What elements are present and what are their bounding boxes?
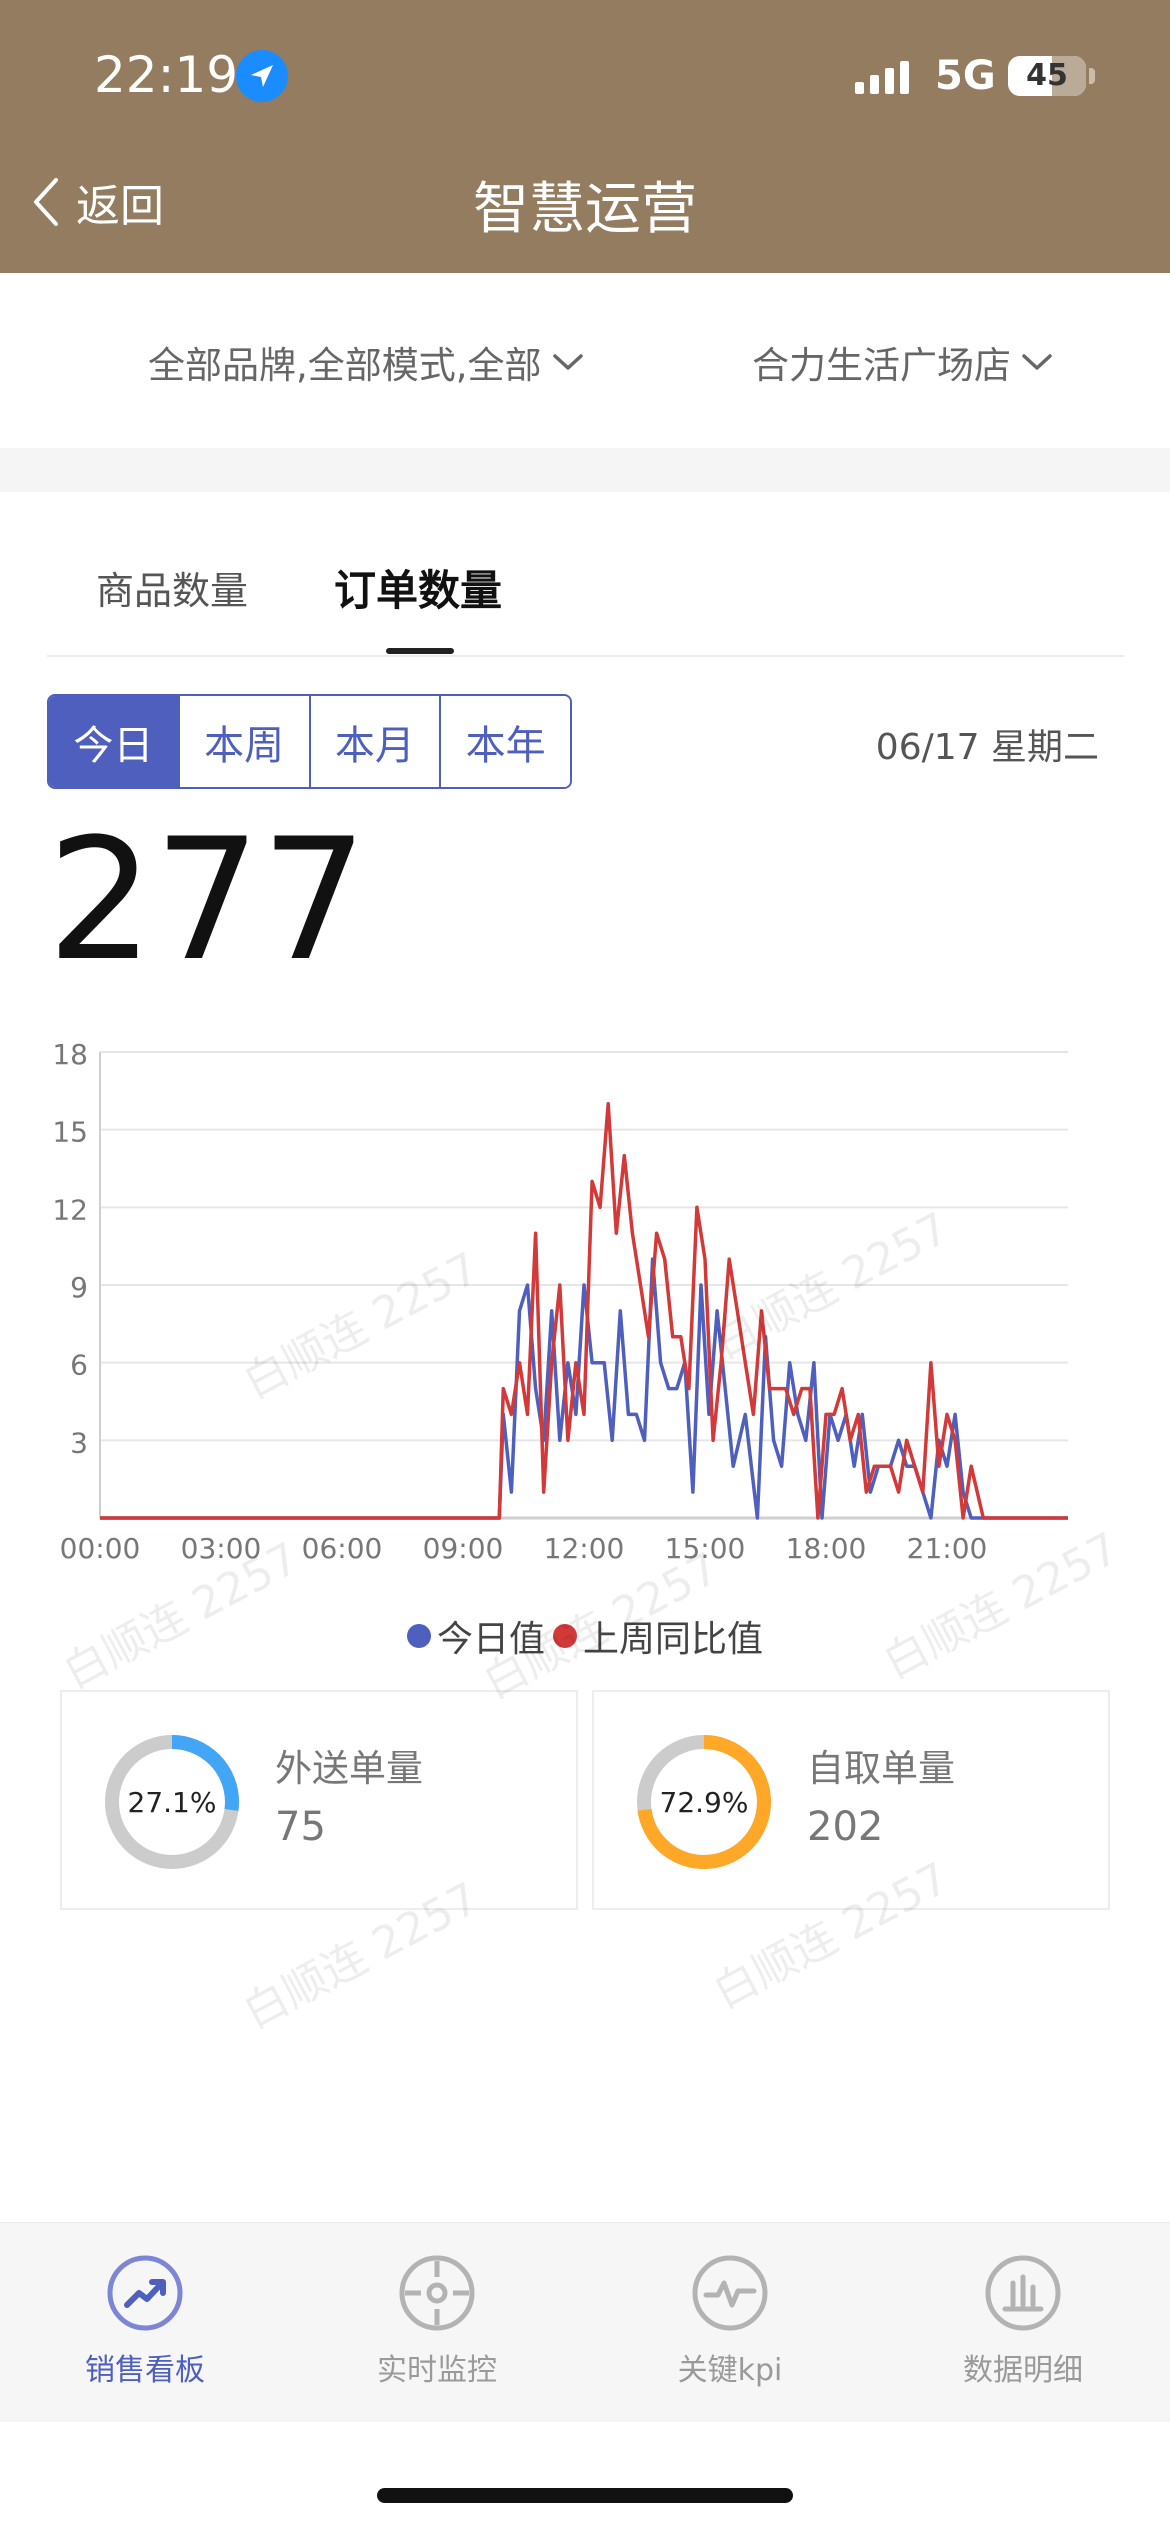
home-indicator[interactable] [377, 2488, 793, 2503]
pickup-donut-arc [637, 1735, 771, 1869]
tab-data-detail-label: 数据明细 [963, 2353, 1083, 2388]
y-tick-label: 9 [70, 1271, 88, 1304]
legend-dot-last-week [553, 1624, 577, 1648]
pickup-title: 自取单量 [807, 1747, 955, 1790]
tab-active-indicator [386, 648, 454, 654]
series-line-last-week [100, 1102, 1068, 1520]
trend-up-icon [107, 2255, 183, 2331]
x-tick-label: 12:00 [544, 1532, 625, 1565]
tab-key-kpi-label: 关键kpi [677, 2353, 783, 2388]
delivery-title: 外送单量 [275, 1747, 423, 1790]
section-gap [0, 448, 1170, 492]
store-filter-label: 合力生活广场店 [752, 344, 1011, 387]
x-tick-label: 09:00 [423, 1532, 504, 1565]
cellular-signal-icon [855, 61, 909, 94]
filter-bar: 全部品牌,全部模式,全部 合力生活广场店 [0, 273, 1170, 448]
pulse-icon [692, 2255, 768, 2331]
pickup-value: 202 [807, 1804, 884, 1850]
pickup-percent: 72.9% [659, 1785, 749, 1819]
battery-icon: 45 [1008, 56, 1086, 96]
series-line-today [100, 1257, 1068, 1520]
network-type: 5G [935, 53, 996, 99]
period-month-button[interactable]: 本月 [308, 696, 440, 787]
chevron-down-icon [1022, 354, 1052, 370]
status-time: 22:19 [94, 46, 239, 104]
chevron-left-icon [34, 178, 58, 226]
legend-item-today[interactable]: 今日值 [406, 1610, 545, 1662]
tab-data-detail[interactable]: 数据明细 [913, 2253, 1133, 2389]
header: 22:19 5G 45 返回 智慧运营 [0, 0, 1170, 273]
tab-order-count[interactable]: 订单数量 [334, 566, 503, 615]
bar-chart-icon [985, 2255, 1061, 2331]
y-tick-label: 3 [70, 1426, 88, 1459]
brand-filter-dropdown[interactable]: 全部品牌,全部模式,全部 [148, 335, 584, 389]
period-selector: 今日 本周 本月 本年 [47, 694, 572, 789]
battery-tip [1089, 68, 1095, 84]
page-title: 智慧运营 [473, 177, 697, 242]
delivery-orders-card[interactable]: 27.1% 外送单量 75 [60, 1690, 578, 1910]
tab-realtime-monitor[interactable]: 实时监控 [327, 2253, 547, 2389]
tab-sales-dashboard[interactable]: 销售看板 [35, 2253, 255, 2389]
chevron-down-icon [552, 354, 583, 370]
x-tick-label: 18:00 [786, 1532, 867, 1565]
delivery-value: 75 [275, 1804, 326, 1850]
store-filter-dropdown[interactable]: 合力生活广场店 [752, 335, 1053, 389]
chart-legend: 今日值 上周同比值 [0, 1610, 1170, 1662]
x-tick-label: 00:00 [60, 1532, 141, 1565]
back-label: 返回 [76, 181, 164, 232]
bottom-tab-bar: 销售看板 实时监控 关键kpi [0, 2222, 1170, 2422]
y-tick-label: 12 [52, 1193, 88, 1226]
target-icon [399, 2255, 475, 2331]
legend-item-last-week[interactable]: 上周同比值 [553, 1610, 763, 1662]
tab-divider [47, 655, 1124, 657]
tab-sales-dashboard-label: 销售看板 [85, 2353, 205, 2388]
pickup-orders-card[interactable]: 72.9% 自取单量 202 [592, 1690, 1110, 1910]
battery-level: 45 [1026, 58, 1068, 93]
y-tick-label: 15 [52, 1116, 88, 1149]
tab-realtime-monitor-label: 实时监控 [377, 2353, 497, 2388]
pickup-donut-chart [637, 1735, 771, 1869]
period-year-button[interactable]: 本年 [439, 696, 570, 787]
date-label: 06/17 星期二 [875, 727, 1099, 768]
legend-label-last-week: 上周同比值 [583, 1619, 764, 1660]
total-orders-value: 277 [47, 802, 368, 998]
delivery-donut-arc [105, 1735, 239, 1869]
location-arrow-icon [236, 50, 288, 102]
period-week-button[interactable]: 本周 [177, 696, 309, 787]
delivery-donut-chart [105, 1735, 239, 1869]
brand-filter-label: 全部品牌,全部模式,全部 [148, 344, 542, 387]
tab-product-count[interactable]: 商品数量 [96, 569, 249, 613]
legend-label-today: 今日值 [436, 1619, 545, 1660]
back-button[interactable]: 返回 [28, 172, 164, 232]
x-tick-label: 15:00 [665, 1532, 746, 1565]
x-tick-label: 21:00 [907, 1532, 988, 1565]
delivery-percent: 27.1% [127, 1785, 217, 1819]
orders-line-chart: 3 6 9 12 15 18 00:00 03:00 06:00 09:00 12:00 15:00 1… [52, 1038, 1068, 1565]
y-tick-label: 18 [52, 1038, 88, 1071]
legend-dot-today [406, 1624, 431, 1648]
tab-key-kpi[interactable]: 关键kpi [620, 2253, 840, 2389]
y-tick-label: 6 [70, 1349, 88, 1382]
period-today-button[interactable]: 今日 [49, 696, 178, 787]
x-tick-label: 03:00 [181, 1532, 262, 1565]
x-tick-label: 06:00 [302, 1532, 383, 1565]
